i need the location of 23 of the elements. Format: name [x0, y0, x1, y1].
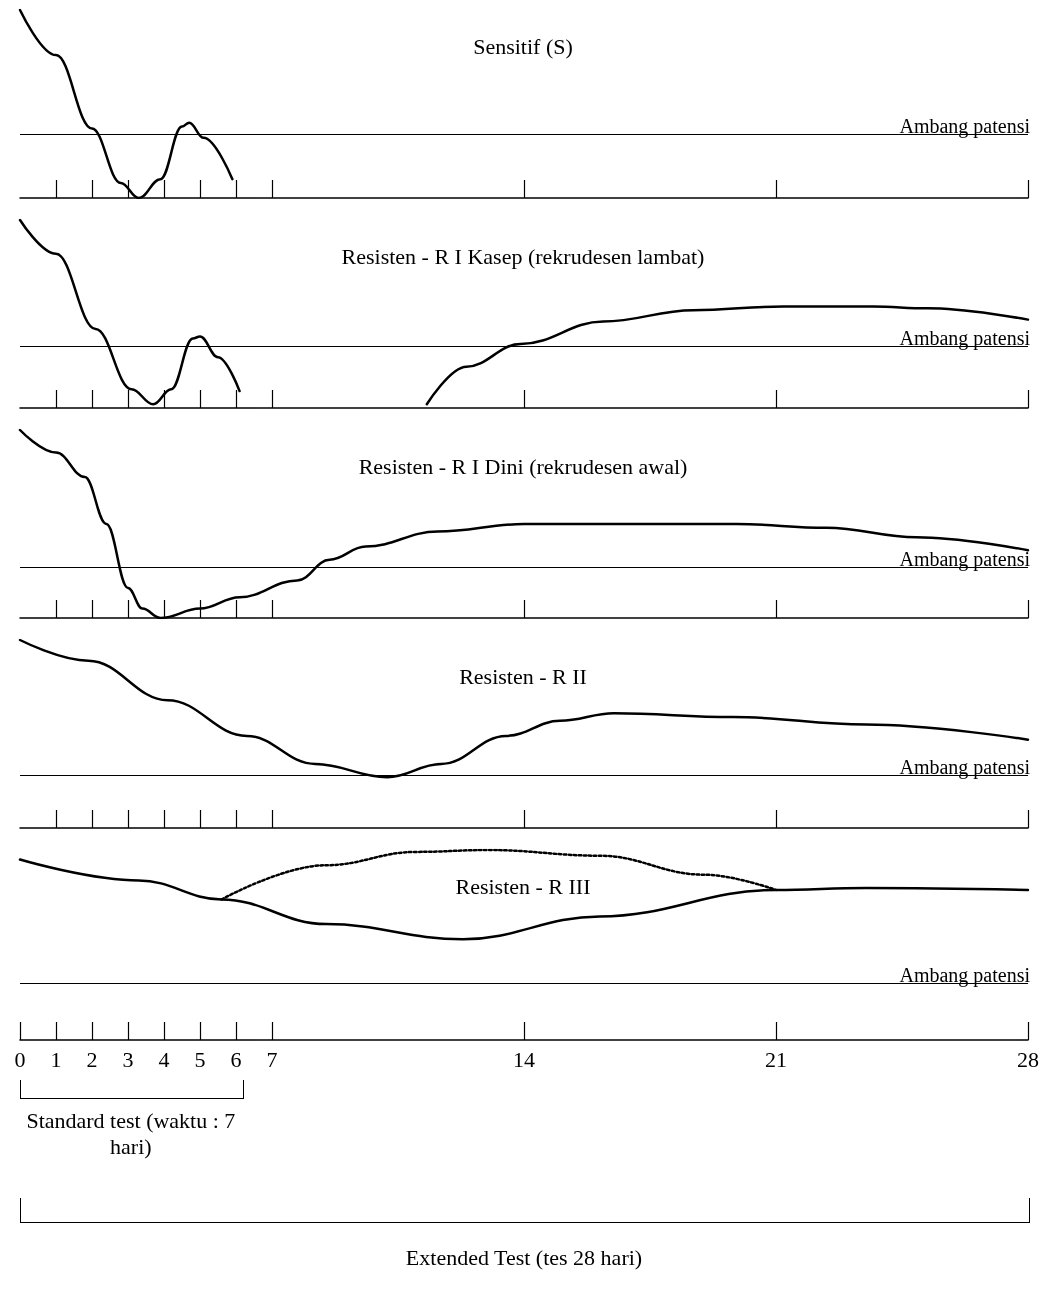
x-tick-label: 3 [122, 1046, 134, 1072]
x-tick-label: 6 [230, 1046, 242, 1072]
text: Resisten - R III [455, 873, 591, 899]
ref-line-label: Ambang patensi [899, 115, 1031, 139]
x-tick-label: 2 [86, 1046, 98, 1072]
x-tick-label: 7 [266, 1046, 278, 1072]
text: Sensitif (S) [473, 33, 573, 59]
text: Resisten - R I Kasep (rekrudesen lambat) [341, 243, 705, 269]
x-tick-label: 4 [158, 1046, 170, 1072]
text: Resisten - R I Dini (rekrudesen awal) [358, 453, 688, 479]
x-tick-label: 21 [765, 1046, 787, 1072]
x-tick-label: 14 [513, 1046, 535, 1072]
ref-line-label: Ambang patensi [899, 964, 1031, 987]
ref-line-label: Ambang patensi [899, 548, 1031, 572]
x-tick-label: 5 [194, 1046, 206, 1072]
ref-line-label: Ambang patensi [899, 756, 1031, 780]
ref-line-label: Ambang patensi [899, 326, 1031, 350]
text: Resisten - R II [459, 663, 587, 689]
text: Extended Test (tes 28 hari) [404, 1245, 644, 1271]
x-tick-label: 0 [14, 1046, 26, 1072]
x-tick-label: 1 [50, 1046, 62, 1072]
x-tick-label: 28 [1017, 1046, 1039, 1072]
text: Standard test (waktu : 7 hari) [25, 1108, 237, 1160]
